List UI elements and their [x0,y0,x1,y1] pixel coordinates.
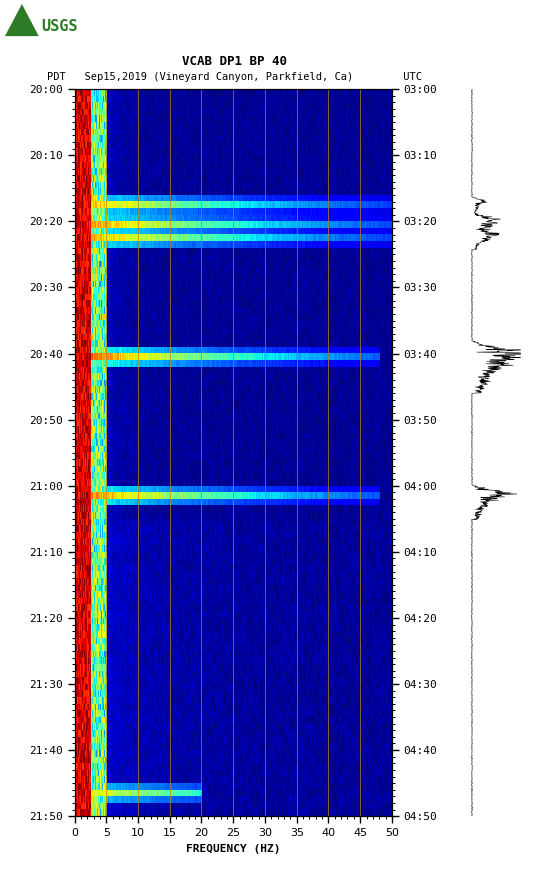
Text: VCAB DP1 BP 40: VCAB DP1 BP 40 [182,54,287,68]
Text: PDT   Sep15,2019 (Vineyard Canyon, Parkfield, Ca)        UTC: PDT Sep15,2019 (Vineyard Canyon, Parkfie… [47,72,422,82]
Text: USGS: USGS [42,19,78,34]
Polygon shape [5,4,39,36]
X-axis label: FREQUENCY (HZ): FREQUENCY (HZ) [186,844,280,854]
